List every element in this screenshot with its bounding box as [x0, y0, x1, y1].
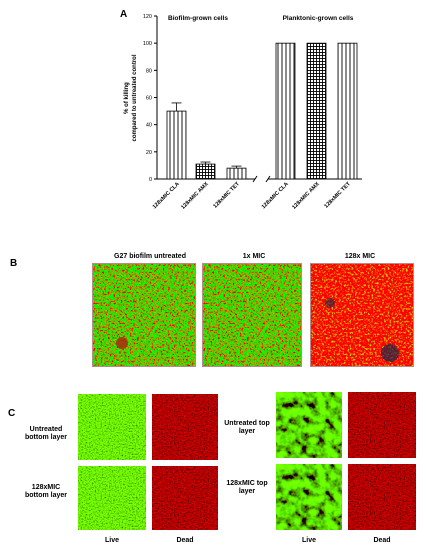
bar-2 — [195, 163, 216, 180]
image-biofilm-untreated — [92, 263, 196, 367]
bar-6 — [337, 42, 358, 180]
panel-c-row-128x-top: 128xMIC top layer — [226, 480, 268, 495]
panel-c-col-dead-left: Dead — [176, 537, 194, 544]
image-untreated-top-dead — [348, 392, 416, 458]
image-128x-top-live — [276, 464, 342, 530]
panel-letter-b: B — [10, 258, 18, 269]
image-untreated-bottom-live — [78, 394, 146, 460]
bar-5 — [306, 42, 327, 180]
x-tick-label-5: 128xMIC AMX — [291, 181, 321, 211]
x-tick-label-2: 128xMIC AMX — [180, 181, 210, 211]
panel-letter-a: A — [120, 9, 128, 20]
y-tick-label: 80 — [146, 68, 152, 74]
image-untreated-top-live — [276, 392, 342, 458]
panel-b-title-untreated: G27 biofilm untreated — [114, 253, 186, 260]
y-tick-label: 0 — [149, 177, 152, 183]
y-tick-label: 100 — [143, 41, 152, 47]
image-128x-top-dead — [348, 464, 416, 530]
y-tick-label: 120 — [143, 14, 152, 20]
x-tick-label-4: 128xMIC CLA — [261, 181, 290, 210]
panel-b-title-1x: 1x MIC — [242, 253, 266, 260]
group-title-biofilm: Biofilm-grown cells — [168, 15, 228, 22]
x-tick-label-6: 128xMIC TET — [323, 181, 352, 210]
panel-c-row-untreated-bottom: Untreated bottom layer — [24, 426, 67, 441]
axis-break-mark — [252, 175, 258, 183]
bar-1 — [166, 110, 187, 180]
x-tick-label-3: 128xMIC TET — [212, 181, 241, 210]
panel-c-col-live-right: Live — [301, 537, 316, 544]
panel-c-col-live-left: Live — [104, 537, 119, 544]
image-biofilm-1x-mic — [202, 263, 302, 367]
y-tick-label: 60 — [146, 96, 152, 102]
y-tick-label: 40 — [146, 123, 152, 129]
x-tick-label-1: 128xMIC CLA — [152, 181, 181, 210]
y-axis-label-line1: % of killing — [124, 82, 130, 114]
group-title-planktonic: Planktonic-grown cells — [283, 15, 354, 22]
image-128x-bottom-dead — [152, 466, 218, 530]
panel-letter-c: C — [8, 408, 16, 419]
bar-4 — [275, 42, 296, 180]
y-axis-label-line2: compared to untreated control — [132, 54, 138, 141]
axis-break-mark — [265, 175, 271, 183]
image-biofilm-128x-mic — [310, 263, 414, 367]
image-128x-bottom-live — [78, 466, 146, 530]
bar-chart: 0 20 40 60 80 100 120 % of killing compared to u… — [124, 14, 362, 211]
bar-3 — [226, 167, 247, 180]
y-tick-label: 20 — [146, 150, 152, 156]
panel-c-row-untreated-top: Untreated top layer — [224, 420, 270, 435]
panel-b-title-128x: 128x MIC — [344, 253, 376, 260]
panel-c-row-128x-bottom: 128xMIC bottom layer — [24, 484, 67, 499]
panel-c-col-dead-right: Dead — [373, 537, 391, 544]
image-untreated-bottom-dead — [152, 394, 218, 460]
